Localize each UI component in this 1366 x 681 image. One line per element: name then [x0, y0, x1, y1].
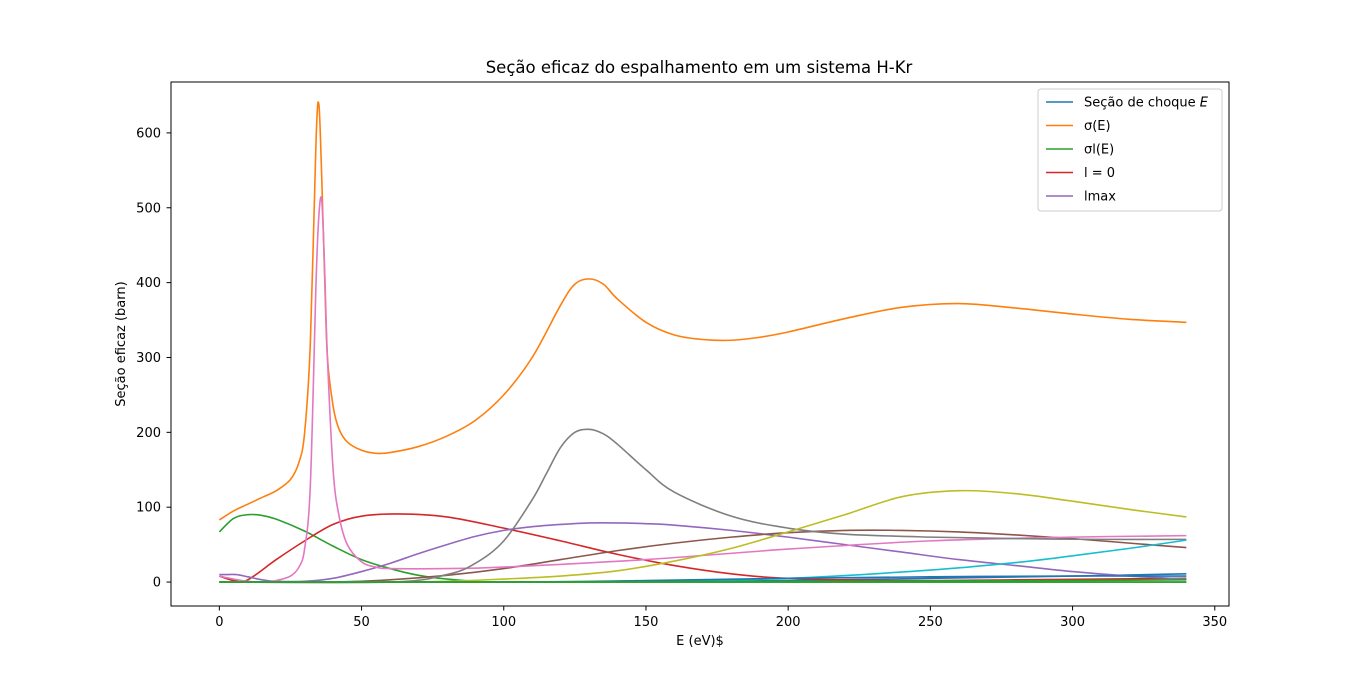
x-tick-label: 150: [634, 615, 659, 630]
legend-math-0: E: [1200, 96, 1209, 111]
y-tick-label: 500: [136, 201, 161, 216]
legend-label-4: lmax: [1084, 190, 1116, 205]
legend-label-0: Seção de choque E: [1084, 96, 1209, 111]
chart-title: Seção eficaz do espalhamento em um siste…: [486, 58, 913, 77]
x-axis-title: E (eV)$: [676, 634, 724, 649]
plot-area: [170, 81, 1230, 607]
series-layer: [218, 101, 1187, 584]
y-tick-label: 100: [136, 501, 161, 516]
legend-box: [1037, 88, 1223, 212]
x-tick-label: 0: [215, 615, 223, 630]
x-tick-label: 100: [491, 615, 516, 630]
series-line-5: [219, 529, 1187, 584]
y-axis-title: Seção eficaz (barn): [114, 281, 129, 406]
y-axis: 0 100 200 300 400 500 600: [136, 126, 171, 591]
y-tick-label: 200: [136, 426, 161, 441]
legend-label-2: σl(E): [1084, 143, 1114, 158]
x-tick-label: 200: [776, 615, 801, 630]
x-tick-label: 350: [1202, 615, 1227, 630]
series-line-1: [218, 101, 1187, 521]
legend: Seção de choque E σ(E) σl(E) l = 0 lmax: [1037, 88, 1223, 212]
y-tick-label: 0: [153, 576, 161, 591]
y-tick-label: 400: [136, 276, 161, 291]
x-tick-label: 250: [918, 615, 943, 630]
legend-label-1: σ(E): [1084, 119, 1111, 134]
x-tick-label: 300: [1060, 615, 1085, 630]
axes-frame: [170, 81, 1230, 607]
x-tick-label: 50: [353, 615, 370, 630]
y-tick-label: 600: [136, 126, 161, 141]
legend-label-3: l = 0: [1084, 166, 1115, 181]
series-line-7: [219, 428, 1187, 584]
x-axis: 0 50 100 150 200 250 300 350: [215, 606, 1227, 630]
y-tick-label: 300: [136, 351, 161, 366]
